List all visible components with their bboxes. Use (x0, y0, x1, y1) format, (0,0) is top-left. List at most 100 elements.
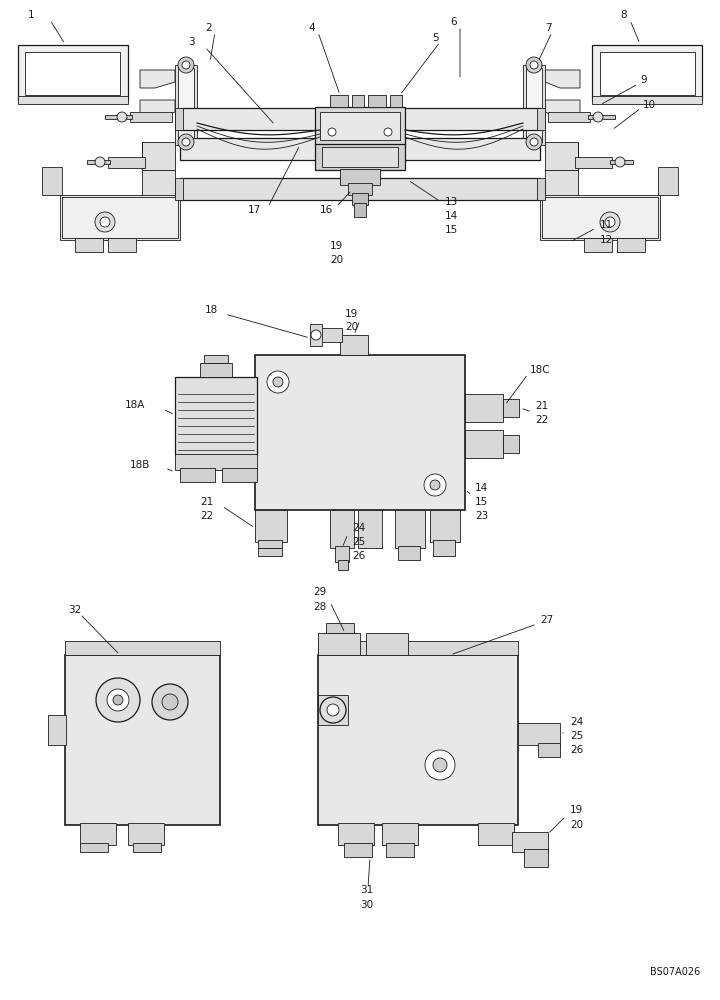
Polygon shape (142, 142, 175, 170)
Text: 22: 22 (200, 511, 213, 521)
Circle shape (425, 750, 455, 780)
Circle shape (615, 157, 625, 167)
Circle shape (530, 61, 538, 69)
Text: 9: 9 (640, 75, 647, 85)
Circle shape (526, 57, 542, 73)
Polygon shape (610, 160, 633, 164)
Bar (310, 324, 322, 346)
Text: 20: 20 (345, 322, 358, 332)
Bar (340, 335, 368, 355)
Bar (390, 95, 402, 107)
Text: 26: 26 (570, 745, 583, 755)
Bar (433, 540, 455, 556)
Text: 25: 25 (570, 731, 583, 741)
Bar (330, 510, 354, 548)
Circle shape (152, 684, 188, 720)
Text: 19: 19 (570, 805, 583, 815)
Text: 13: 13 (445, 197, 458, 207)
Text: 21: 21 (200, 497, 213, 507)
Bar (395, 510, 425, 548)
Text: 15: 15 (475, 497, 488, 507)
Circle shape (433, 758, 447, 772)
Bar (18, 45, 128, 100)
Text: 21: 21 (535, 401, 548, 411)
Bar (335, 546, 349, 562)
Bar (175, 178, 183, 200)
Text: 2: 2 (205, 23, 212, 33)
Text: 15: 15 (445, 225, 458, 235)
Bar (352, 95, 364, 107)
Bar (255, 355, 465, 510)
Text: 19: 19 (345, 309, 359, 319)
Polygon shape (108, 157, 145, 168)
Text: 23: 23 (475, 511, 488, 521)
Text: 19: 19 (330, 241, 343, 251)
Polygon shape (545, 70, 580, 88)
Bar (398, 546, 420, 560)
Text: 26: 26 (352, 551, 365, 561)
Circle shape (327, 704, 339, 716)
Circle shape (311, 330, 321, 340)
Text: 17: 17 (248, 205, 261, 215)
Bar (318, 655, 518, 825)
Bar (526, 68, 542, 142)
Bar (180, 108, 540, 130)
Bar (322, 147, 398, 167)
Circle shape (178, 57, 194, 73)
Bar (318, 695, 348, 725)
Text: 24: 24 (570, 717, 583, 727)
Circle shape (107, 689, 129, 711)
Bar (200, 363, 232, 377)
Polygon shape (548, 112, 590, 122)
Text: 29: 29 (313, 587, 326, 597)
Circle shape (113, 695, 123, 705)
Text: 24: 24 (352, 523, 365, 533)
Bar (465, 430, 503, 458)
Circle shape (182, 138, 190, 146)
Bar (340, 169, 380, 185)
Circle shape (117, 112, 127, 122)
Bar (584, 238, 612, 252)
Polygon shape (140, 100, 175, 118)
Bar (175, 454, 257, 470)
Bar (25, 52, 120, 95)
Circle shape (267, 371, 289, 393)
Circle shape (384, 128, 392, 136)
Text: 20: 20 (330, 255, 343, 265)
Text: 28: 28 (313, 602, 326, 612)
Bar (62, 197, 178, 238)
Circle shape (100, 217, 110, 227)
Polygon shape (140, 70, 175, 88)
Bar (175, 377, 257, 455)
Circle shape (182, 61, 190, 69)
Bar (255, 510, 287, 542)
Polygon shape (105, 115, 132, 119)
Bar (658, 167, 678, 195)
Bar (315, 144, 405, 170)
Bar (18, 96, 128, 104)
Bar (518, 723, 560, 745)
Bar (348, 183, 372, 195)
Text: 16: 16 (320, 205, 333, 215)
Text: 10: 10 (643, 100, 656, 110)
Circle shape (95, 212, 115, 232)
Circle shape (593, 112, 603, 122)
Circle shape (320, 697, 346, 723)
Bar (108, 238, 136, 252)
Text: BS07A026: BS07A026 (649, 967, 700, 977)
Bar (600, 52, 695, 95)
Bar (592, 45, 702, 100)
Bar (478, 823, 514, 845)
Bar (178, 68, 194, 142)
Bar (523, 65, 545, 145)
Polygon shape (545, 170, 578, 200)
Bar (330, 95, 348, 107)
Circle shape (430, 480, 440, 490)
Bar (542, 197, 658, 238)
Circle shape (600, 212, 620, 232)
Bar (358, 510, 382, 548)
Bar (524, 849, 548, 867)
Bar (128, 823, 164, 845)
Bar (386, 843, 414, 857)
Bar (537, 178, 545, 200)
